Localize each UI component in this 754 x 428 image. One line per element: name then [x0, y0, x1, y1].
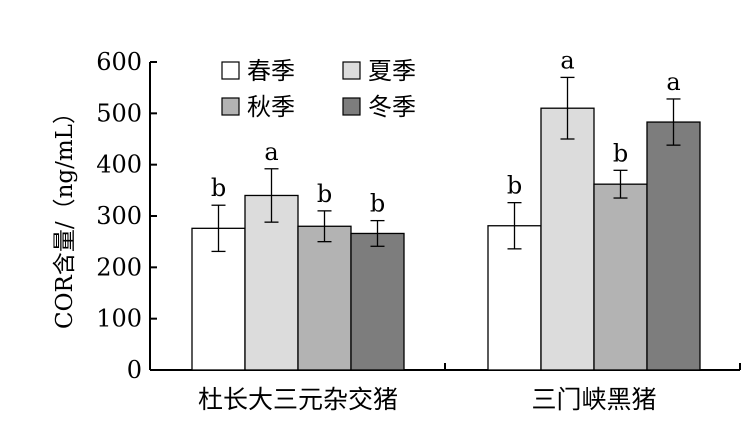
significance-letter: a	[560, 46, 574, 74]
legend-swatch	[221, 97, 240, 116]
category-labels: 杜长大三元杂交猪 三门峡黑猪	[198, 385, 657, 414]
significance-letter: b	[507, 172, 522, 200]
bar	[540, 107, 595, 371]
significance-letter: b	[317, 180, 332, 208]
legend-label: 秋季	[247, 93, 295, 121]
y-axis: 0 100 200 300 400 500 600	[96, 48, 157, 384]
bar	[646, 121, 701, 371]
category-label: 三门峡黑猪	[531, 385, 656, 414]
legend-swatch	[342, 97, 361, 116]
y-tick-label: 0	[127, 356, 142, 384]
legend-label: 夏季	[368, 57, 416, 85]
significance-letter: b	[613, 139, 628, 167]
legend-label: 冬季	[368, 93, 416, 121]
significance-letter: a	[264, 138, 278, 166]
legend-swatch	[221, 61, 240, 80]
y-tick-label: 500	[96, 99, 142, 127]
significance-letter: b	[370, 190, 385, 218]
y-tick-label: 200	[96, 253, 142, 281]
significance-letter: b	[211, 174, 226, 202]
legend-label: 春季	[247, 57, 295, 85]
bar	[487, 225, 542, 371]
y-tick-label: 400	[96, 151, 142, 179]
legend-swatch	[342, 61, 361, 80]
error-bars	[211, 76, 681, 253]
significance-letter: a	[666, 68, 680, 96]
bars	[191, 107, 701, 371]
category-label: 杜长大三元杂交猪	[198, 385, 398, 414]
bar	[297, 225, 352, 371]
bar	[350, 232, 405, 371]
y-tick-label: 600	[96, 48, 142, 76]
bar	[593, 183, 648, 371]
y-tick-label: 300	[96, 202, 142, 230]
y-axis-label: COR含量/（ng/mL）	[52, 101, 78, 329]
significance-letters: b b a a b b b a	[211, 46, 681, 217]
y-tick-label: 100	[96, 305, 142, 333]
